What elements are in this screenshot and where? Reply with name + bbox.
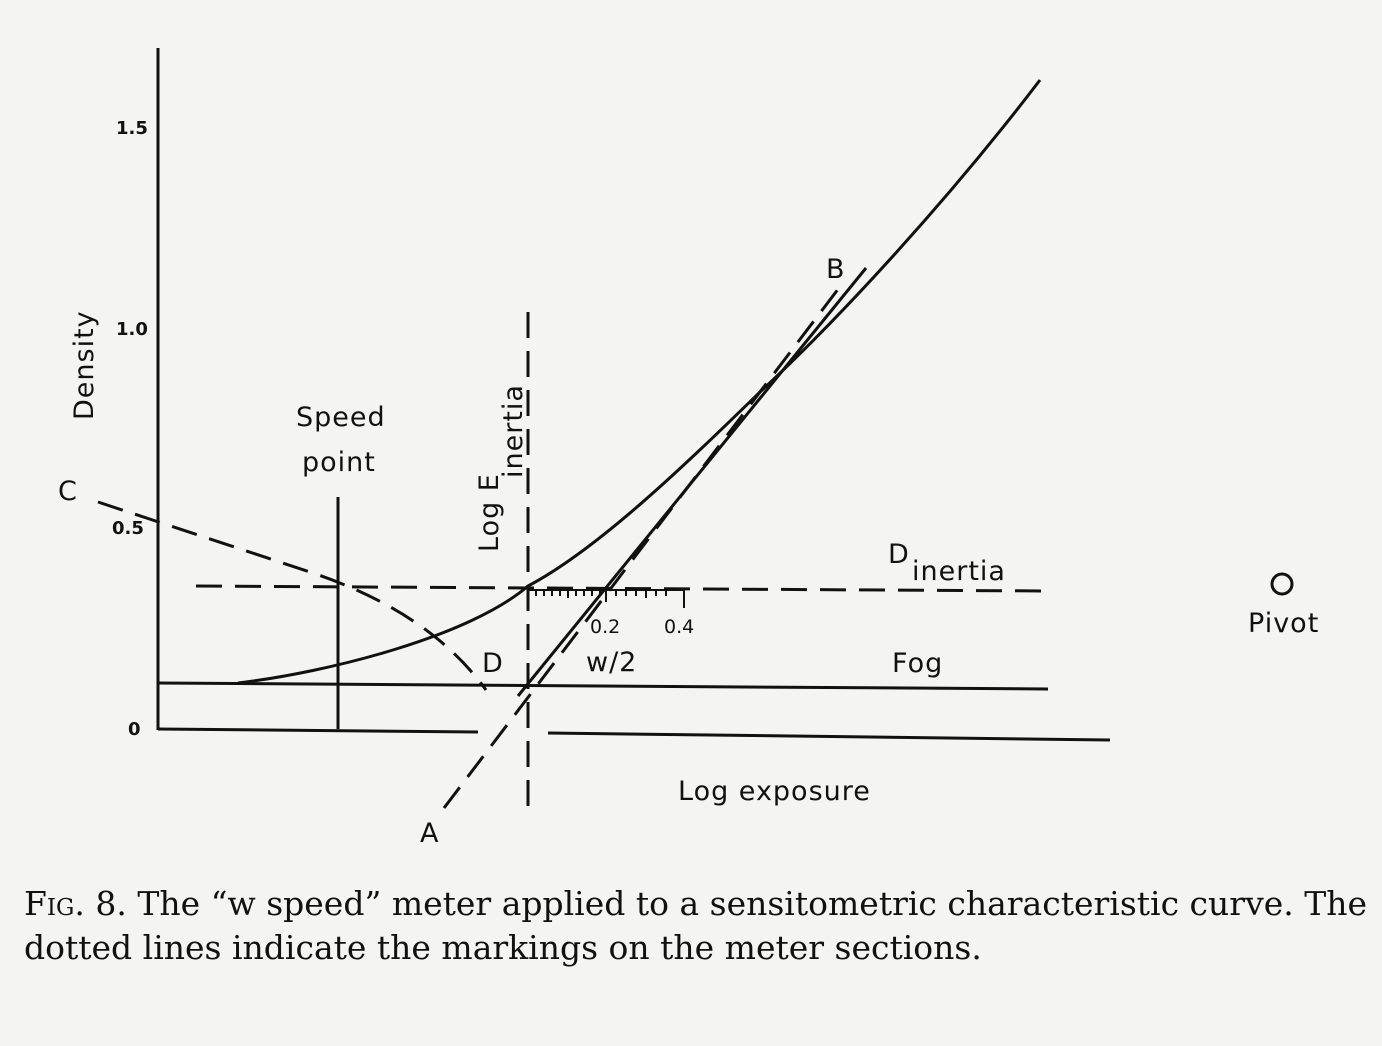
figure-caption: Fig. 8. The “w speed” meter applied to a…	[24, 882, 1372, 970]
point-label-d: D	[482, 648, 503, 679]
y-tick-0: 0	[128, 719, 141, 740]
pivot-marker	[1270, 572, 1294, 596]
point-label-a: A	[420, 818, 439, 849]
log-e-inertia-label-sub: inertia	[498, 384, 529, 478]
y-tick-0-5: 0.5	[112, 518, 144, 539]
d-inertia-label-main: D	[888, 539, 910, 570]
point-label-c: C	[58, 476, 77, 507]
log-exposure-axis-left	[157, 727, 479, 734]
characteristic-curve	[237, 79, 1042, 685]
speed-point-label-line1: Speed	[296, 402, 386, 433]
caption-label: Fig. 8.	[24, 884, 127, 923]
y-tick-1-0: 1.0	[116, 319, 148, 340]
fog-label: Fog	[892, 648, 943, 679]
d-inertia-line	[195, 584, 1049, 593]
caption-text: The “w speed” meter applied to a sensito…	[24, 884, 1368, 967]
sensitometric-curve-figure: 1.5 1.0 0.5 0 Density Fog Speed point D …	[58, 48, 1319, 849]
fog-line	[157, 681, 1049, 691]
y-axis-label: Density	[69, 310, 100, 420]
tangent-line-a-b	[442, 283, 844, 809]
x-axis-label: Log exposure	[678, 776, 871, 807]
y-tick-1-5: 1.5	[116, 118, 148, 139]
pivot-label: Pivot	[1248, 608, 1319, 639]
speed-point-label-line2: point	[302, 447, 376, 478]
w-half-label: w/2	[586, 647, 637, 678]
log-e-inertia-label-main: Log E	[474, 473, 505, 552]
d-inertia-label-sub: inertia	[912, 556, 1006, 587]
w-half-scale	[527, 589, 685, 608]
point-label-b: B	[826, 254, 845, 285]
scale-tick-0-2: 0.2	[590, 616, 620, 638]
scale-tick-0-4: 0.4	[664, 616, 694, 638]
meter-edge-d-b	[516, 267, 868, 697]
log-exposure-axis-right	[547, 731, 1111, 742]
dashed-line-c-d	[97, 500, 488, 691]
